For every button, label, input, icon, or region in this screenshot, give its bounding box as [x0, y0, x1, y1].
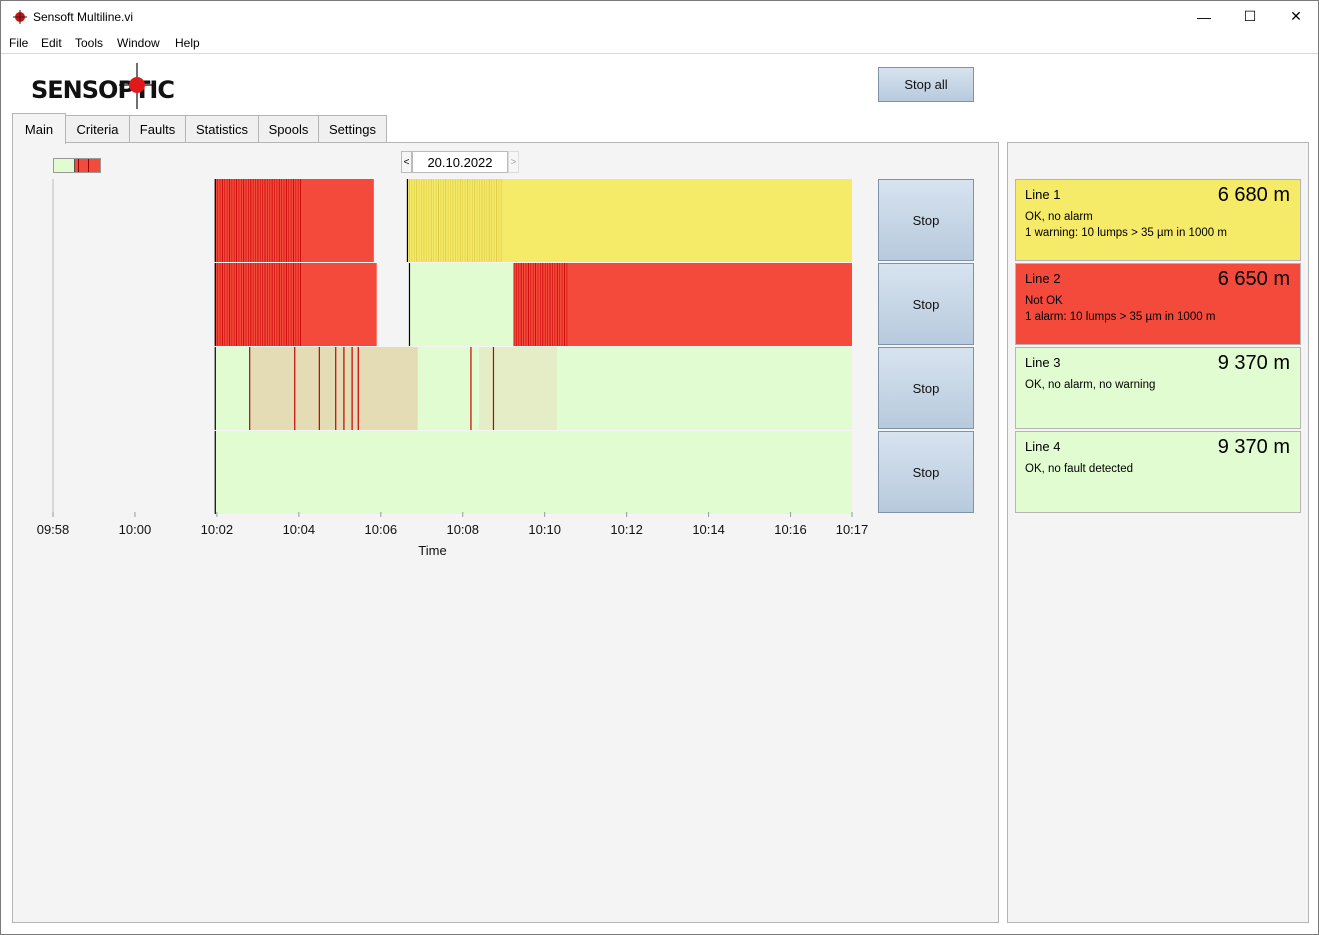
card-line-name: Line 2: [1025, 271, 1061, 286]
menu-tools[interactable]: Tools: [75, 36, 104, 50]
timeline-tick-label: 10:06: [365, 522, 398, 537]
card-status: OK, no alarm: [1025, 211, 1093, 223]
card-length: 9 370 m: [1217, 352, 1290, 374]
timeline-segment: [215, 431, 852, 514]
timeline-segment: [409, 263, 514, 346]
line-2-stop-button[interactable]: Stop: [878, 263, 974, 345]
minimize-button[interactable]: —: [1181, 1, 1227, 32]
line-4-stop-button[interactable]: Stop: [878, 431, 974, 513]
window-title: Sensoft Multiline.vi: [33, 10, 134, 24]
date-prev-button[interactable]: <: [401, 151, 412, 173]
menu-file[interactable]: File: [9, 36, 29, 50]
timeline-tick-label: 10:02: [201, 522, 234, 537]
card-length: 6 680 m: [1217, 184, 1290, 206]
color-legend: [53, 158, 101, 173]
menu-edit[interactable]: Edit: [41, 36, 62, 50]
tab-criteria[interactable]: Criteria: [65, 115, 130, 143]
line-1-stop-button[interactable]: Stop: [878, 179, 974, 261]
logo-wordmark: SENSOPTIC: [31, 76, 175, 104]
legend-alarm-swatch: [75, 159, 100, 172]
line-timeline-chart: 09:58 10:00 10:02 10:04 10:06 10:08 10:10 10:12…: [37, 179, 869, 558]
timeline-tick-label: 10:04: [283, 522, 316, 537]
sensoptic-logo: SENSOPTIC: [31, 63, 191, 109]
line-1-status-card: Line 1 6 680 m OK, no alarm 1 warning: 1…: [1015, 179, 1301, 261]
close-button[interactable]: ✕: [1273, 1, 1319, 32]
card-length: 6 650 m: [1217, 268, 1290, 290]
menu-bar: File Edit Tools Window Help: [1, 32, 1318, 54]
title-bar: Sensoft Multiline.vi — ☐ ✕: [1, 1, 1318, 32]
maximize-icon: ☐: [1243, 8, 1257, 24]
timeline-tick-label: 10:08: [446, 522, 479, 537]
stop-all-button[interactable]: Stop all: [878, 67, 974, 102]
line-4-status-card: Line 4 9 370 m OK, no fault detected: [1015, 431, 1301, 513]
tab-faults[interactable]: Faults: [129, 115, 186, 143]
line-3-stop-button[interactable]: Stop: [878, 347, 974, 429]
tab-main[interactable]: Main: [12, 113, 66, 144]
card-status: Not OK: [1025, 295, 1063, 307]
timeline-tick-label: 10:00: [119, 522, 152, 537]
legend-ok-swatch: [54, 159, 75, 172]
timeline-segment: [407, 179, 852, 262]
timeline-segment: [513, 263, 852, 346]
date-field[interactable]: 20.10.2022: [412, 151, 508, 173]
timeline-shade: [249, 347, 418, 430]
card-detail: 1 alarm: 10 lumps > 35 µm in 1000 m: [1025, 311, 1216, 323]
card-detail: 1 warning: 10 lumps > 35 µm in 1000 m: [1025, 227, 1227, 239]
timeline-tick-label: 09:58: [37, 522, 70, 537]
date-next-button[interactable]: >: [508, 151, 519, 173]
timeline-tick-label: 10:16: [774, 522, 807, 537]
line-3-status-card: Line 3 9 370 m OK, no alarm, no warning: [1015, 347, 1301, 429]
tab-statistics[interactable]: Statistics: [185, 115, 259, 143]
timeline-xlabel: Time: [418, 543, 446, 558]
minimize-icon: —: [1197, 8, 1211, 25]
close-icon: ✕: [1290, 8, 1302, 24]
timeline-shade: [479, 347, 557, 430]
tab-spools[interactable]: Spools: [258, 115, 319, 143]
tab-settings[interactable]: Settings: [318, 115, 387, 143]
card-status: OK, no alarm, no warning: [1025, 379, 1156, 391]
timeline-tick-label: 10:17: [836, 522, 869, 537]
timeline-tick-label: 10:14: [692, 522, 725, 537]
card-line-name: Line 1: [1025, 187, 1061, 202]
card-status: OK, no fault detected: [1025, 463, 1134, 475]
menu-help[interactable]: Help: [175, 36, 200, 50]
line-2-status-card: Line 2 6 650 m Not OK 1 alarm: 10 lumps …: [1015, 263, 1301, 345]
logo-crosshair-icon: [119, 63, 155, 109]
card-line-name: Line 3: [1025, 355, 1061, 370]
timeline-tick-label: 10:10: [528, 522, 561, 537]
app-crosshair-icon: [13, 10, 27, 24]
maximize-button[interactable]: ☐: [1227, 1, 1273, 32]
card-line-name: Line 4: [1025, 439, 1061, 454]
menu-window[interactable]: Window: [117, 36, 160, 50]
timeline-tick-label: 10:12: [610, 522, 643, 537]
card-length: 9 370 m: [1217, 436, 1290, 458]
